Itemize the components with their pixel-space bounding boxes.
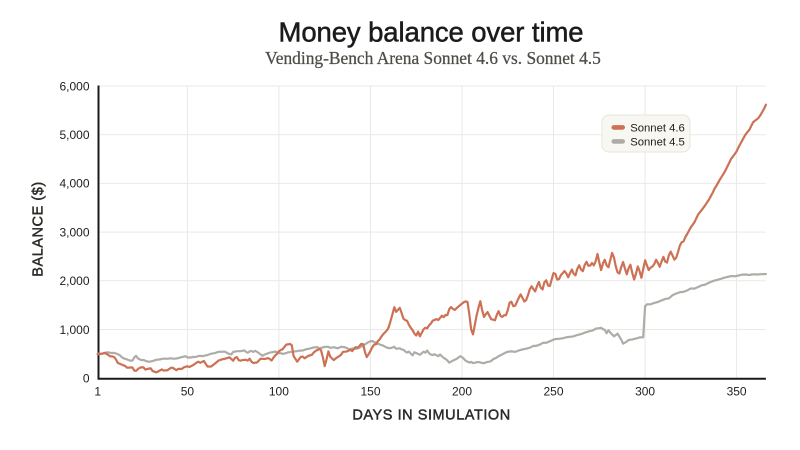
svg-text:3,000: 3,000 — [59, 225, 89, 239]
svg-text:Vending-Bench Arena Sonnet 4.6: Vending-Bench Arena Sonnet 4.6 vs. Sonne… — [265, 48, 601, 68]
svg-text:2,000: 2,000 — [59, 274, 89, 288]
svg-text:1: 1 — [94, 385, 101, 399]
svg-text:100: 100 — [269, 385, 289, 399]
svg-text:0: 0 — [83, 372, 90, 386]
svg-text:1,000: 1,000 — [59, 323, 89, 337]
svg-text:300: 300 — [635, 385, 655, 399]
svg-text:350: 350 — [727, 385, 747, 399]
svg-text:250: 250 — [543, 385, 563, 399]
svg-text:5,000: 5,000 — [59, 128, 89, 142]
svg-text:Sonnet 4.6: Sonnet 4.6 — [630, 123, 685, 135]
svg-text:50: 50 — [181, 385, 195, 399]
svg-text:BALANCE ($): BALANCE ($) — [31, 181, 47, 277]
svg-text:200: 200 — [452, 385, 472, 399]
svg-text:4,000: 4,000 — [59, 177, 89, 191]
svg-text:DAYS IN SIMULATION: DAYS IN SIMULATION — [352, 407, 510, 423]
svg-text:Sonnet 4.5: Sonnet 4.5 — [630, 137, 685, 149]
svg-text:6,000: 6,000 — [59, 79, 89, 93]
svg-text:150: 150 — [360, 385, 380, 399]
svg-text:Money balance over time: Money balance over time — [279, 17, 584, 48]
